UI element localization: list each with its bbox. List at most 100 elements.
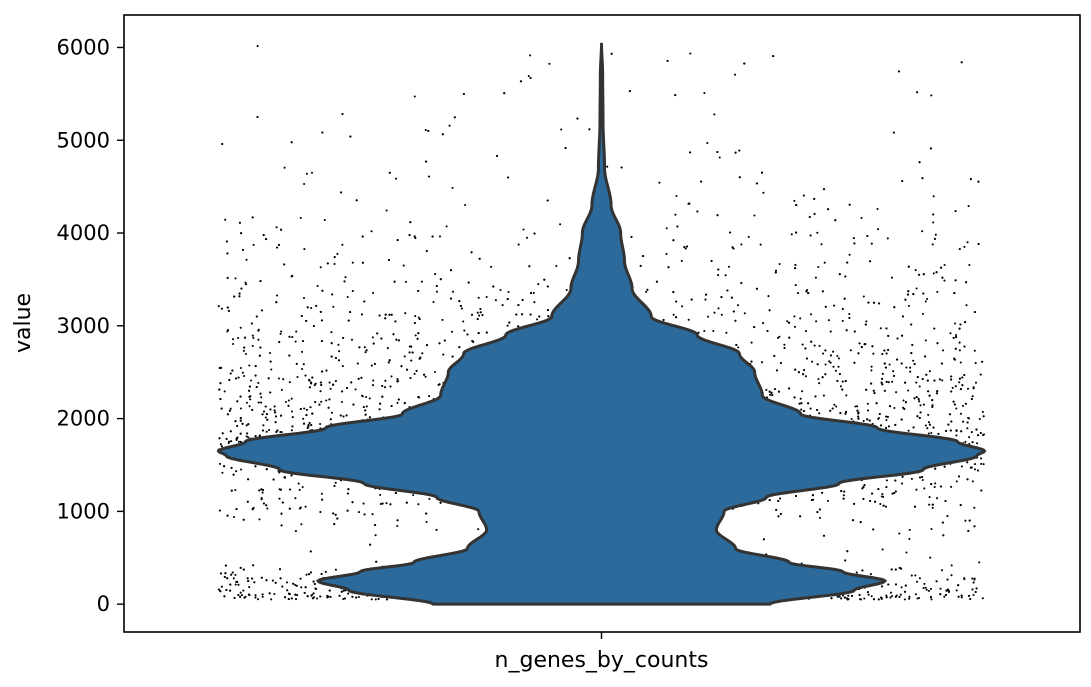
data-point — [363, 513, 366, 516]
data-point — [254, 435, 257, 438]
data-point — [892, 370, 895, 373]
data-point — [351, 501, 354, 504]
data-point — [294, 584, 297, 587]
data-point — [242, 568, 245, 571]
data-point — [916, 376, 919, 379]
data-point — [333, 262, 336, 266]
data-point — [311, 597, 314, 600]
data-point — [960, 430, 963, 433]
data-point — [219, 443, 222, 446]
data-point — [974, 590, 977, 594]
data-point — [977, 180, 980, 183]
data-point — [329, 418, 332, 421]
data-point — [218, 462, 221, 465]
data-point — [853, 330, 856, 333]
data-point — [506, 298, 509, 301]
data-point — [413, 372, 416, 375]
data-point — [918, 273, 921, 276]
data-point — [294, 497, 297, 500]
data-point — [319, 390, 322, 393]
data-point — [350, 338, 354, 341]
data-point — [869, 499, 872, 503]
data-point — [395, 338, 398, 341]
data-point — [844, 380, 847, 383]
data-point — [959, 323, 962, 326]
data-point — [427, 175, 431, 178]
data-point — [559, 223, 562, 226]
data-point — [891, 492, 894, 495]
data-point — [417, 332, 420, 335]
data-point — [239, 591, 242, 594]
data-point — [308, 421, 311, 425]
data-point — [982, 415, 985, 418]
data-point — [879, 327, 882, 330]
data-point — [303, 182, 306, 186]
data-point — [894, 479, 897, 482]
data-point — [320, 572, 323, 576]
data-point — [836, 354, 839, 358]
data-point — [299, 577, 302, 580]
data-point — [778, 262, 781, 266]
data-point — [378, 314, 381, 317]
data-point — [254, 465, 257, 468]
data-point — [736, 304, 740, 307]
data-point — [910, 352, 913, 355]
data-point — [946, 578, 949, 581]
data-point — [942, 534, 945, 537]
data-point — [259, 392, 262, 395]
data-point — [434, 273, 437, 276]
data-point — [387, 258, 391, 262]
data-point — [234, 583, 237, 586]
data-point — [300, 586, 303, 589]
data-point — [862, 295, 865, 298]
data-point — [937, 432, 940, 435]
data-point — [264, 238, 268, 241]
data-point — [936, 342, 939, 345]
data-point — [933, 327, 936, 330]
data-point — [525, 236, 529, 239]
data-point — [288, 488, 292, 491]
data-point — [296, 375, 299, 379]
data-point — [236, 580, 239, 583]
data-point — [384, 313, 387, 316]
data-point — [218, 437, 221, 440]
data-point — [300, 350, 304, 353]
data-point — [345, 414, 348, 417]
data-point — [915, 287, 918, 290]
data-point — [713, 311, 716, 314]
data-point — [898, 532, 901, 535]
data-point — [916, 597, 919, 600]
data-point — [275, 226, 278, 229]
data-point — [793, 199, 796, 202]
data-point — [630, 235, 633, 238]
data-point — [878, 302, 881, 305]
data-point — [733, 73, 737, 76]
data-point — [848, 253, 851, 256]
data-point — [281, 585, 284, 588]
data-point — [969, 178, 972, 181]
data-point — [814, 276, 817, 279]
data-point — [403, 402, 406, 405]
data-point — [799, 515, 802, 518]
data-point — [976, 442, 979, 445]
data-point — [381, 384, 384, 388]
data-point — [242, 518, 245, 521]
data-point — [786, 320, 789, 323]
data-point — [332, 383, 335, 386]
data-point — [463, 329, 466, 332]
data-point — [265, 468, 268, 471]
data-point — [969, 597, 972, 601]
data-point — [861, 487, 864, 490]
data-point — [922, 292, 925, 295]
data-point — [538, 315, 541, 318]
data-point — [818, 344, 821, 347]
data-point — [229, 407, 232, 410]
data-point — [306, 426, 309, 430]
data-point — [243, 336, 246, 339]
data-point — [319, 266, 322, 269]
data-point — [453, 116, 456, 119]
data-point — [845, 410, 848, 413]
data-point — [515, 313, 518, 316]
data-point — [355, 199, 358, 202]
data-point — [312, 580, 315, 583]
